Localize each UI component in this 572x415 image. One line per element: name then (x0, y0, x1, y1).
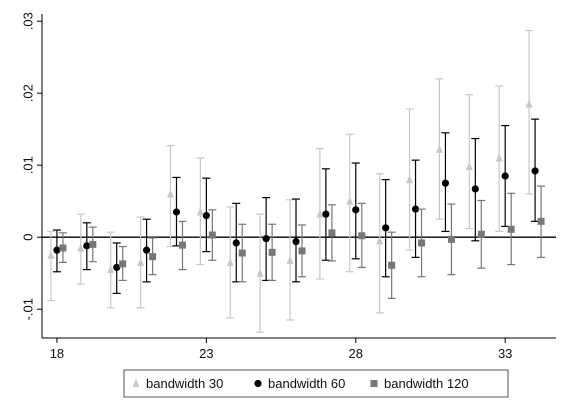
point-marker (501, 172, 509, 180)
point-marker (53, 246, 61, 254)
point-marker (232, 239, 240, 247)
point-marker (268, 248, 276, 256)
point-marker (411, 205, 420, 213)
point-marker (178, 241, 186, 249)
point-marker (465, 162, 473, 171)
point-marker (382, 224, 390, 232)
point-marker (322, 210, 330, 218)
point-marker (471, 185, 479, 193)
legend-marker (132, 379, 140, 387)
point-marker (47, 250, 55, 259)
point-marker (292, 237, 300, 246)
point-marker (262, 235, 270, 243)
point-marker (226, 257, 234, 266)
y-tick-label: .03 (21, 12, 36, 30)
point-marker (149, 253, 157, 261)
series-triangle (46, 29, 534, 333)
point-marker (137, 257, 145, 266)
point-marker (107, 265, 115, 274)
legend-label: bandwidth 60 (268, 376, 345, 391)
series-circle (52, 118, 540, 294)
point-marker (376, 236, 384, 245)
point-marker (89, 240, 97, 248)
point-marker (142, 246, 151, 254)
point-marker (507, 225, 515, 233)
point-marker (435, 144, 443, 153)
legend-marker (370, 380, 378, 387)
legend-marker (254, 379, 262, 388)
point-marker (406, 175, 414, 184)
y-tick-label: 0 (21, 234, 36, 241)
x-tick-label: 18 (50, 346, 64, 361)
point-marker (83, 242, 91, 250)
point-marker (418, 239, 426, 247)
axes: -.01 0 .01 .02 .03 18 23 28 33 (21, 12, 556, 361)
point-marker (59, 244, 67, 252)
point-marker (388, 261, 396, 269)
legend: bandwidth 30 bandwidth 60 bandwidth 120 (123, 369, 509, 398)
x-tick-label: 23 (199, 346, 213, 361)
point-marker (346, 196, 354, 205)
point-marker (166, 189, 174, 198)
point-marker (77, 243, 85, 252)
plot-area (42, 14, 556, 338)
series-square (58, 185, 546, 299)
point-marker (286, 255, 294, 264)
point-marker (316, 209, 324, 218)
point-marker (447, 235, 455, 243)
point-marker (441, 179, 450, 187)
x-tick-label: 28 (349, 346, 363, 361)
y-tick-label: -.01 (21, 298, 36, 320)
point-marker (113, 263, 121, 272)
point-marker (196, 207, 204, 216)
point-marker (525, 99, 533, 108)
point-marker (358, 232, 366, 240)
x-tick-label: 33 (498, 346, 512, 361)
point-marker (477, 230, 485, 238)
point-marker (537, 217, 545, 225)
legend-label: bandwidth 30 (146, 376, 223, 391)
point-marker (208, 231, 216, 239)
point-marker (119, 260, 127, 268)
legend-label: bandwidth 120 (384, 376, 469, 391)
legend-box (123, 369, 509, 398)
point-marker (172, 208, 181, 216)
y-tick-label: .01 (21, 156, 36, 174)
point-marker (352, 206, 360, 214)
point-marker (256, 268, 264, 277)
point-marker (298, 247, 306, 255)
point-marker (531, 167, 539, 175)
point-marker (328, 229, 336, 237)
series-group (46, 29, 546, 333)
point-marker (202, 212, 210, 220)
y-tick-label: .02 (21, 84, 36, 102)
point-marker (495, 153, 503, 162)
point-marker (238, 249, 246, 257)
